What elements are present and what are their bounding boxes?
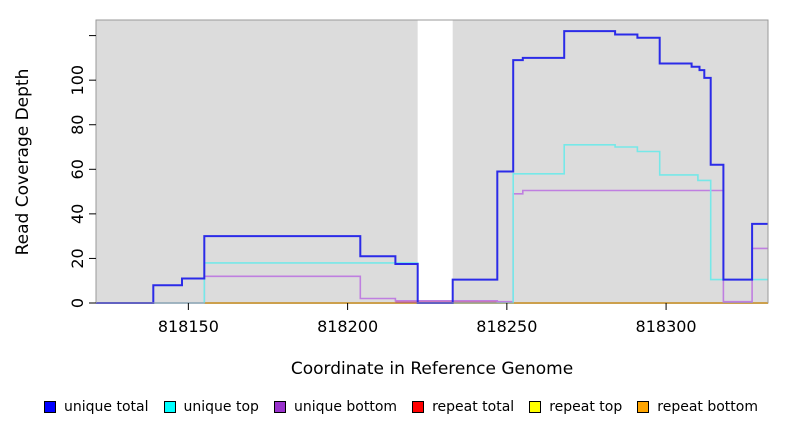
legend-item-repeat-top: repeat top (529, 399, 622, 415)
legend-swatch-icon (44, 401, 56, 413)
legend-item-repeat-total: repeat total (412, 399, 514, 415)
legend-swatch-icon (273, 401, 286, 413)
x-tick-label: 818150 (158, 317, 219, 336)
coverage-plot: 818150 818200 818250 818300 0 20 40 60 80 100 Coo… (13, 19, 769, 379)
legend-item-repeat-bottom: repeat bottom (637, 399, 758, 415)
x-tick-label: 818200 (317, 317, 378, 336)
series-line-unique-bottom (96, 189, 768, 304)
x-tick-label: 818250 (476, 317, 537, 336)
gap-band (417, 20, 453, 303)
legend-swatch-icon (412, 401, 425, 413)
series-line-unique-total (96, 30, 768, 304)
legend-label: unique total (64, 399, 149, 415)
legend-label: repeat total (432, 399, 515, 415)
legend-item-unique-total: unique total (44, 399, 148, 415)
plot-layers: 818150 818200 818250 818300 0 20 40 60 80 100 (68, 19, 769, 336)
y-tick-label: 100 (68, 65, 87, 96)
legend: unique total unique top unique bottom repea… (0, 394, 792, 420)
y-tick-label: 60 (68, 159, 87, 179)
y-axis-title: Read Coverage Depth (13, 69, 33, 256)
x-axis-title: Coordinate in Reference Genome (291, 359, 573, 379)
y-tick-label: 20 (68, 248, 87, 268)
legend-item-unique-bottom: unique bottom (273, 399, 398, 415)
legend-label: repeat top (549, 399, 623, 415)
legend-swatch-icon (529, 401, 542, 413)
legend-label: unique bottom (293, 399, 398, 415)
legend-label: repeat bottom (657, 399, 758, 415)
legend-label: unique top (183, 399, 259, 415)
y-tick-label: 80 (68, 115, 87, 135)
y-tick-label: 40 (68, 204, 87, 224)
x-tick-label: 818300 (636, 317, 697, 336)
legend-swatch-icon (637, 401, 650, 413)
y-tick-label: 0 (68, 298, 87, 308)
legend-swatch-icon (163, 401, 176, 413)
legend-item-unique-top: unique top (163, 399, 259, 415)
plot-border (95, 19, 769, 304)
